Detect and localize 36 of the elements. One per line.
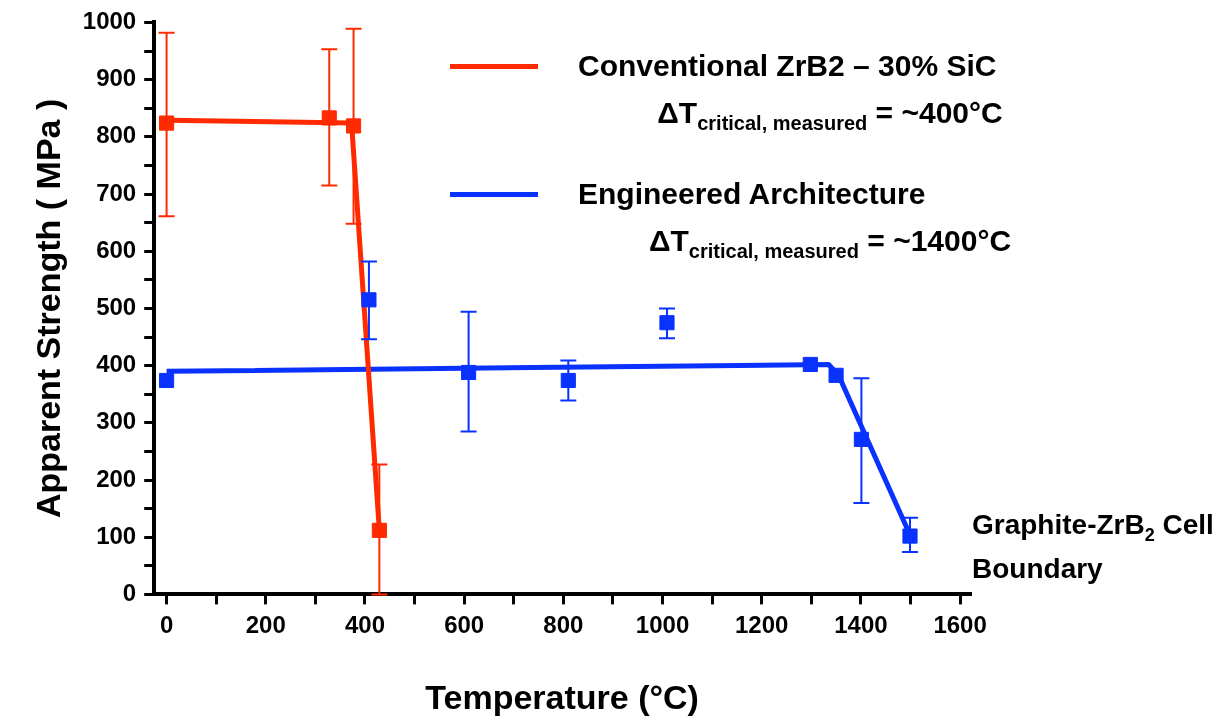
y-tick-label: 400 bbox=[96, 350, 137, 378]
point bbox=[321, 110, 337, 126]
y-axis-title: Apparent Strength ( MPa ) bbox=[28, 98, 67, 519]
x-tick-label: 1400 bbox=[834, 611, 888, 639]
legend-label: Engineered Architecture bbox=[578, 177, 926, 211]
x-axis-title: Temperature (°C) bbox=[425, 677, 699, 716]
y-tick-label: 1000 bbox=[82, 7, 137, 35]
x-tick-label: 1600 bbox=[933, 611, 987, 639]
y-tick-label: 800 bbox=[96, 121, 137, 149]
annotation: ΔT$_{critical, measured}$ = ~1400°C bbox=[647, 224, 1013, 263]
point bbox=[902, 528, 918, 544]
y-tick-label: 200 bbox=[96, 464, 137, 492]
text: Graphite-ZrB$_{2}$ Cell Boundary bbox=[972, 509, 1214, 584]
point bbox=[802, 356, 818, 373]
y-tick-label: 500 bbox=[96, 293, 137, 321]
point bbox=[159, 372, 175, 389]
x-tick-label: 200 bbox=[245, 611, 286, 639]
x-tick-label: 1000 bbox=[635, 611, 690, 639]
point bbox=[345, 118, 362, 134]
annotation: ΔT$_{critical, measured}$ = ~400°C bbox=[656, 96, 1004, 135]
x-tick-label: 400 bbox=[344, 611, 385, 639]
x-tick-label: 1200 bbox=[735, 611, 789, 639]
y-tick-label: 100 bbox=[96, 521, 137, 549]
point bbox=[659, 315, 675, 331]
y-tick-label: 700 bbox=[96, 178, 137, 206]
point bbox=[159, 115, 175, 131]
point bbox=[361, 292, 377, 308]
y-tick-label: 900 bbox=[96, 64, 137, 92]
x-tick-label: 600 bbox=[444, 611, 485, 639]
point bbox=[828, 367, 844, 383]
y-tick-label: 0 bbox=[122, 579, 137, 607]
y-tick-label: 600 bbox=[96, 235, 137, 263]
legend-label: Conventional ZrB2 – 30% SiC bbox=[578, 49, 997, 83]
x-tick-label: 800 bbox=[543, 611, 584, 639]
x-tick-label: 0 bbox=[159, 611, 174, 639]
y-tick-label: 300 bbox=[96, 407, 137, 435]
